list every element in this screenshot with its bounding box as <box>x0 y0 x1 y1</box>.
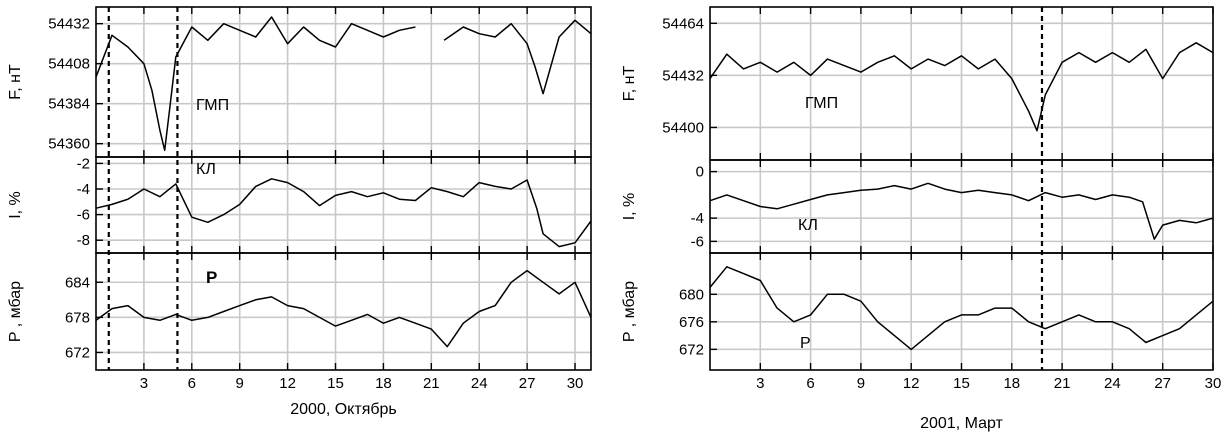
x-tick-label: 6 <box>188 375 196 392</box>
x-tick-label: 24 <box>471 375 488 392</box>
series-line-0 <box>709 182 1214 240</box>
y-tick-label: 54464 <box>662 15 704 32</box>
y-tick-label: 54400 <box>662 119 704 136</box>
x-tick-label: 12 <box>903 375 920 392</box>
y-tick-label: -4 <box>77 181 90 198</box>
x-tick-label: 21 <box>1054 375 1071 392</box>
series-line-0 <box>95 178 592 248</box>
y-tick-label: 680 <box>679 286 704 303</box>
x-tick-label: 18 <box>1003 375 1020 392</box>
chart-march-2001: 54400 54432 54464 F, нТ ГМП -6 -4 0 I, % КЛ 672 676… <box>621 6 1222 432</box>
y-tick-label: 678 <box>65 309 90 326</box>
x-tick-label: 12 <box>279 375 296 392</box>
panel-label: P <box>206 268 217 287</box>
y-tick-label: 54432 <box>48 16 90 33</box>
series-line-0 <box>709 266 1214 351</box>
panel-0: 54400 54432 54464 F, нТ ГМП <box>621 6 1214 161</box>
x-tick-label: 21 <box>423 375 440 392</box>
y-axis-label: I, % <box>621 193 638 221</box>
y-tick-label: 54360 <box>48 136 90 153</box>
panel-frame <box>95 156 592 254</box>
y-tick-label: 54432 <box>662 67 704 84</box>
series-line-0 <box>95 269 592 348</box>
x-tick-label: 15 <box>953 375 970 392</box>
y-axis-label: P , мбар <box>621 281 638 342</box>
x-tick-label: 6 <box>806 375 814 392</box>
panel-1: -8 -6 -4 -2 I, % КЛ <box>7 155 592 254</box>
panel-label: КЛ <box>798 217 818 234</box>
y-axis-label: P , мбар <box>7 281 24 342</box>
panel-label: ГМП <box>805 95 838 112</box>
x-axis-label: 2000, Октябрь <box>290 401 397 418</box>
x-tick-label: 3 <box>756 375 764 392</box>
x-axis-label: 2001, Март <box>920 415 1003 432</box>
x-tick-label: 9 <box>236 375 244 392</box>
y-tick-label: -2 <box>77 155 90 172</box>
y-tick-label: -6 <box>77 207 90 224</box>
panel-label: ГМП <box>196 97 229 114</box>
x-tick-label: 24 <box>1104 375 1121 392</box>
x-tick-label: 18 <box>375 375 392 392</box>
y-tick-label: 676 <box>679 314 704 331</box>
y-tick-label: 684 <box>65 274 90 291</box>
y-tick-label: 672 <box>65 344 90 361</box>
y-tick-label: -4 <box>691 210 704 227</box>
chart-october-2000: 54360 54384 54408 54432 F, нТ ГМП -8 -6 -4 -2 I, %… <box>7 6 592 418</box>
x-tick-label: 27 <box>519 375 536 392</box>
y-tick-label: -6 <box>691 233 704 250</box>
panel-label: P <box>800 335 811 352</box>
y-tick-label: 54408 <box>48 56 90 73</box>
panel-frame <box>95 252 592 371</box>
y-tick-label: 672 <box>679 341 704 358</box>
y-tick-label: -8 <box>77 232 90 249</box>
x-tick-label: 27 <box>1154 375 1171 392</box>
y-tick-label: 0 <box>696 164 704 181</box>
x-tick-label: 15 <box>327 375 344 392</box>
panel-2: 672 676 680 P , мбар P <box>621 252 1214 371</box>
panel-1: -6 -4 0 I, % КЛ <box>621 159 1214 254</box>
panel-0: 54360 54384 54408 54432 F, нТ ГМП <box>7 6 592 158</box>
panel-label: КЛ <box>196 161 216 178</box>
series-line-0 <box>95 16 592 152</box>
y-tick-label: 54384 <box>48 96 90 113</box>
y-axis-label: F, нТ <box>621 66 638 102</box>
y-axis-label: F, нТ <box>7 64 24 100</box>
x-tick-label: 30 <box>1205 375 1222 392</box>
y-axis-label: I, % <box>7 191 24 219</box>
series-line-0 <box>709 42 1214 132</box>
panel-2: 672 678 684 P , мбар P <box>7 252 592 371</box>
x-tick-label: 30 <box>567 375 584 392</box>
x-tick-label: 9 <box>857 375 865 392</box>
x-tick-label: 3 <box>140 375 148 392</box>
